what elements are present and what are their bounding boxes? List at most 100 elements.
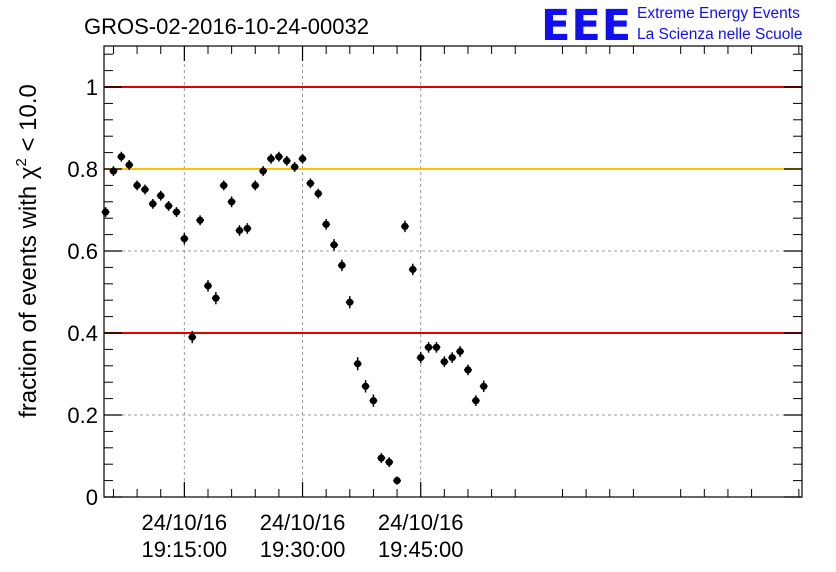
data-point xyxy=(235,225,244,236)
y-tick-label: 0.6 xyxy=(67,239,98,264)
point-marker xyxy=(172,208,181,216)
data-point xyxy=(408,263,417,276)
data-point xyxy=(109,166,118,176)
point-marker xyxy=(346,298,354,306)
x-tick-label-time: 19:30:00 xyxy=(260,537,346,562)
data-point xyxy=(156,190,165,201)
y-tick-label: 1 xyxy=(86,75,98,100)
data-point xyxy=(330,239,338,251)
data-point xyxy=(251,180,260,191)
point-marker xyxy=(401,222,409,230)
y-axis-label-suffix: < 10.0 xyxy=(15,84,42,158)
point-marker xyxy=(196,216,204,224)
point-marker xyxy=(291,163,299,171)
point-marker xyxy=(251,181,259,189)
data-point xyxy=(345,296,354,309)
x-tick-label-date: 24/10/16 xyxy=(378,510,464,535)
y-tick-labels: 0 0.2 0.4 0.6 0.8 1 xyxy=(67,75,98,510)
y-axis-label-prefix: fraction of events with xyxy=(15,179,42,418)
data-point xyxy=(164,200,173,211)
data-point xyxy=(353,357,362,371)
data-point xyxy=(117,151,126,162)
point-marker xyxy=(480,382,488,390)
data-point xyxy=(227,196,236,208)
data-point xyxy=(196,215,205,226)
point-marker xyxy=(165,202,173,210)
data-point xyxy=(188,330,197,344)
point-marker xyxy=(385,458,393,466)
point-marker xyxy=(228,198,236,206)
point-marker xyxy=(157,192,165,200)
point-marker xyxy=(188,333,196,341)
point-marker xyxy=(235,226,244,235)
point-marker xyxy=(377,454,385,462)
data-point xyxy=(471,395,480,406)
x-tick-label-date: 24/10/16 xyxy=(260,510,346,535)
point-marker xyxy=(306,179,315,187)
point-marker xyxy=(472,397,480,405)
point-marker xyxy=(141,185,149,194)
point-marker xyxy=(275,153,283,161)
point-marker xyxy=(409,265,417,274)
y-axis-label: fraction of events with χ2 < 10.0 xyxy=(13,84,42,418)
data-point xyxy=(282,155,291,166)
data-point xyxy=(141,184,149,195)
data-point xyxy=(204,280,212,292)
data-point xyxy=(259,166,268,176)
point-marker xyxy=(149,200,157,208)
point-marker xyxy=(243,224,251,233)
point-marker xyxy=(125,161,133,169)
data-point xyxy=(290,162,299,172)
point-marker xyxy=(117,153,125,161)
point-marker xyxy=(448,354,456,362)
y-tick-label: 0.2 xyxy=(67,403,98,428)
data-point xyxy=(180,232,189,245)
point-marker xyxy=(212,294,220,302)
x-tick-label-time: 19:15:00 xyxy=(142,537,228,562)
point-marker xyxy=(369,397,378,405)
reference-lines xyxy=(104,86,802,334)
point-marker xyxy=(322,220,330,228)
point-marker xyxy=(440,358,448,366)
point-marker xyxy=(298,155,307,163)
y-axis-label-superscript: 2 xyxy=(13,158,30,166)
data-point xyxy=(448,352,457,363)
data-point xyxy=(267,153,275,164)
point-marker xyxy=(101,208,110,216)
data-point xyxy=(456,346,465,357)
point-marker xyxy=(361,382,370,390)
data-point xyxy=(385,457,394,468)
data-point xyxy=(211,292,220,305)
data-point xyxy=(369,394,378,407)
data-point xyxy=(219,180,228,191)
point-marker xyxy=(314,190,322,198)
data-point xyxy=(377,453,386,463)
data-point xyxy=(464,364,472,376)
data-point xyxy=(393,476,402,485)
chart-title: GROS-02-2016-10-24-00032 xyxy=(84,14,369,39)
logo-line-1: Extreme Energy Events xyxy=(637,5,800,22)
data-point xyxy=(243,223,252,234)
y-axis-label-symbol: χ xyxy=(15,166,42,179)
point-marker xyxy=(133,181,141,189)
point-marker xyxy=(330,241,338,249)
data-point xyxy=(322,219,331,230)
data-point xyxy=(361,380,370,393)
y-tick-label: 0 xyxy=(86,485,98,510)
point-marker xyxy=(464,366,472,374)
data-point xyxy=(148,198,157,209)
data-point xyxy=(440,356,449,368)
point-marker xyxy=(259,167,267,175)
data-point xyxy=(314,188,323,199)
data-points xyxy=(101,151,488,485)
eee-logo: EEE Extreme Energy Events La Scienza nel… xyxy=(541,1,802,51)
x-tick-label-date: 24/10/16 xyxy=(142,510,228,535)
point-marker xyxy=(456,347,464,356)
point-marker xyxy=(180,235,188,243)
data-point xyxy=(133,180,142,191)
x-tick-label-time: 19:45:00 xyxy=(378,537,464,562)
point-marker xyxy=(267,155,275,163)
point-marker xyxy=(424,343,433,351)
data-point xyxy=(432,342,441,353)
